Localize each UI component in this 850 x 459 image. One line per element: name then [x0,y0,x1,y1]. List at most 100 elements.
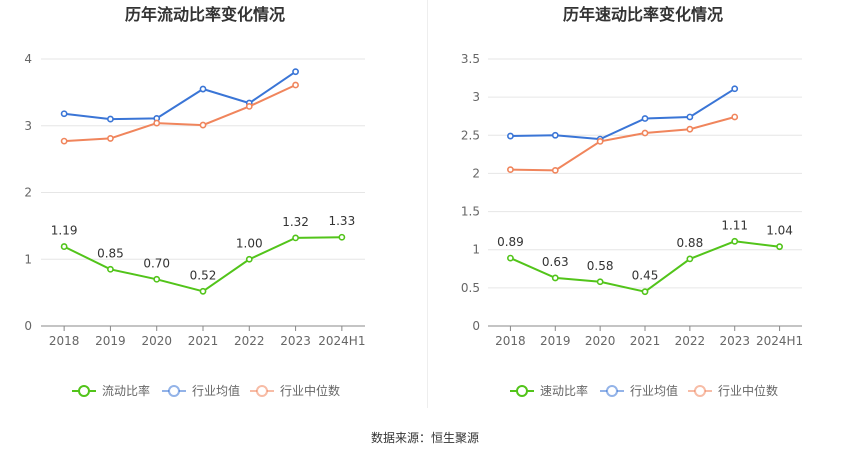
data-label: 0.52 [190,268,217,282]
series-line [510,87,736,141]
legend-marker-icon [78,385,90,397]
series-line [510,116,735,172]
data-point [731,113,739,121]
legend-item[interactable]: 行业均值 [162,383,240,398]
legend-label: 速动比率 [540,383,588,398]
legend-marker-icon [256,385,268,397]
legend-marker-icon [516,385,528,397]
data-point [551,166,559,174]
data-label: 1.19 [51,224,78,238]
chart-title: 历年流动比率变化情况 [125,5,285,24]
y-tick-label: 0 [24,319,32,333]
data-point [641,129,649,137]
x-tick-label: 2022 [234,334,265,348]
y-tick-label: 3.5 [461,52,480,66]
legend-marker-icon [168,385,180,397]
data-point [507,254,514,262]
legend-item[interactable]: 行业均值 [600,383,678,398]
data-point [153,119,161,127]
data-label: 0.88 [676,236,703,250]
x-tick-label: 2021 [630,334,661,348]
x-tick-label: 2023 [280,334,311,348]
data-point [153,275,161,283]
current-ratio-chart: 历年流动比率变化情况 0 1 2 3 4 2018 2019 2020 2021 2022 2023 2… [24,5,365,398]
data-label: 1.11 [721,218,748,232]
data-point [60,110,68,118]
data-point [292,81,299,89]
data-point [107,115,114,123]
data-point [292,68,299,76]
data-label: 1.04 [766,224,793,238]
x-tick-label: 2024H1 [318,334,365,348]
y-tick-label: 0.5 [461,281,480,295]
legend-marker-icon [606,385,618,397]
series-line [64,84,297,143]
x-tick-label: 2019 [540,334,571,348]
legend-label: 行业均值 [192,383,240,398]
legend-item[interactable]: 行业中位数 [250,383,340,398]
data-label: 1.00 [236,236,263,250]
data-point [107,265,114,273]
data-point [107,135,114,142]
data-source-note: 数据来源：恒生聚源 [370,431,479,445]
x-tick-label: 2019 [95,334,126,348]
legend-label: 流动比率 [102,383,150,398]
data-point [507,132,514,140]
data-point [507,166,514,174]
x-tick-label: 2024H1 [756,334,803,348]
legend-item[interactable]: 速动比率 [510,383,588,398]
x-tick-label: 2020 [585,334,616,348]
x-tick-label: 2018 [49,334,80,348]
data-point [596,278,604,286]
y-tick-label: 2 [472,166,480,180]
data-point [731,237,739,245]
y-tick-label: 3 [24,119,32,133]
legend-label: 行业中位数 [718,383,778,398]
data-point [686,255,694,263]
data-point [641,288,649,296]
legend-item[interactable]: 流动比率 [72,383,150,398]
data-label: 0.45 [632,269,659,283]
data-point [199,121,207,129]
data-point [551,274,559,282]
y-tick-label: 0 [472,319,480,333]
data-label: 0.89 [497,235,524,249]
data-point [686,113,694,121]
x-tick-label: 2022 [675,334,706,348]
data-point [641,115,649,122]
data-point [60,137,68,145]
y-tick-label: 3 [472,90,480,104]
legend-label: 行业中位数 [280,383,340,398]
y-tick-label: 1.5 [461,205,480,219]
series-line [63,70,297,121]
data-point [776,243,783,251]
y-tick-label: 1 [24,252,32,266]
x-tick-label: 2023 [719,334,750,348]
data-label: 0.85 [97,246,124,260]
data-point [551,131,559,139]
x-tick-label: 2021 [188,334,219,348]
y-tick-label: 1 [472,243,480,257]
legend-item[interactable]: 行业中位数 [688,383,778,398]
data-label: 0.58 [587,259,614,273]
data-point [60,243,68,250]
data-point [245,102,253,110]
data-label: 0.70 [143,256,170,270]
legend-label: 行业均值 [630,383,678,398]
chart-divider [427,0,428,408]
data-label: 1.32 [282,215,309,229]
data-point [338,233,346,241]
data-label: 1.33 [328,214,355,228]
data-point [199,287,207,295]
x-tick-label: 2020 [141,334,172,348]
data-point [199,85,207,93]
data-point [731,85,739,93]
chart-title: 历年速动比率变化情况 [563,5,723,24]
data-point [686,125,694,133]
x-tick-label: 2018 [495,334,526,348]
data-point [245,255,253,263]
y-tick-label: 2 [24,186,32,200]
quick-ratio-chart: 历年速动比率变化情况 0 0.5 1 1.5 2 2.5 3 3.5 2018 2019 2020 20… [461,5,803,398]
data-point [596,137,604,145]
data-point [292,234,299,242]
